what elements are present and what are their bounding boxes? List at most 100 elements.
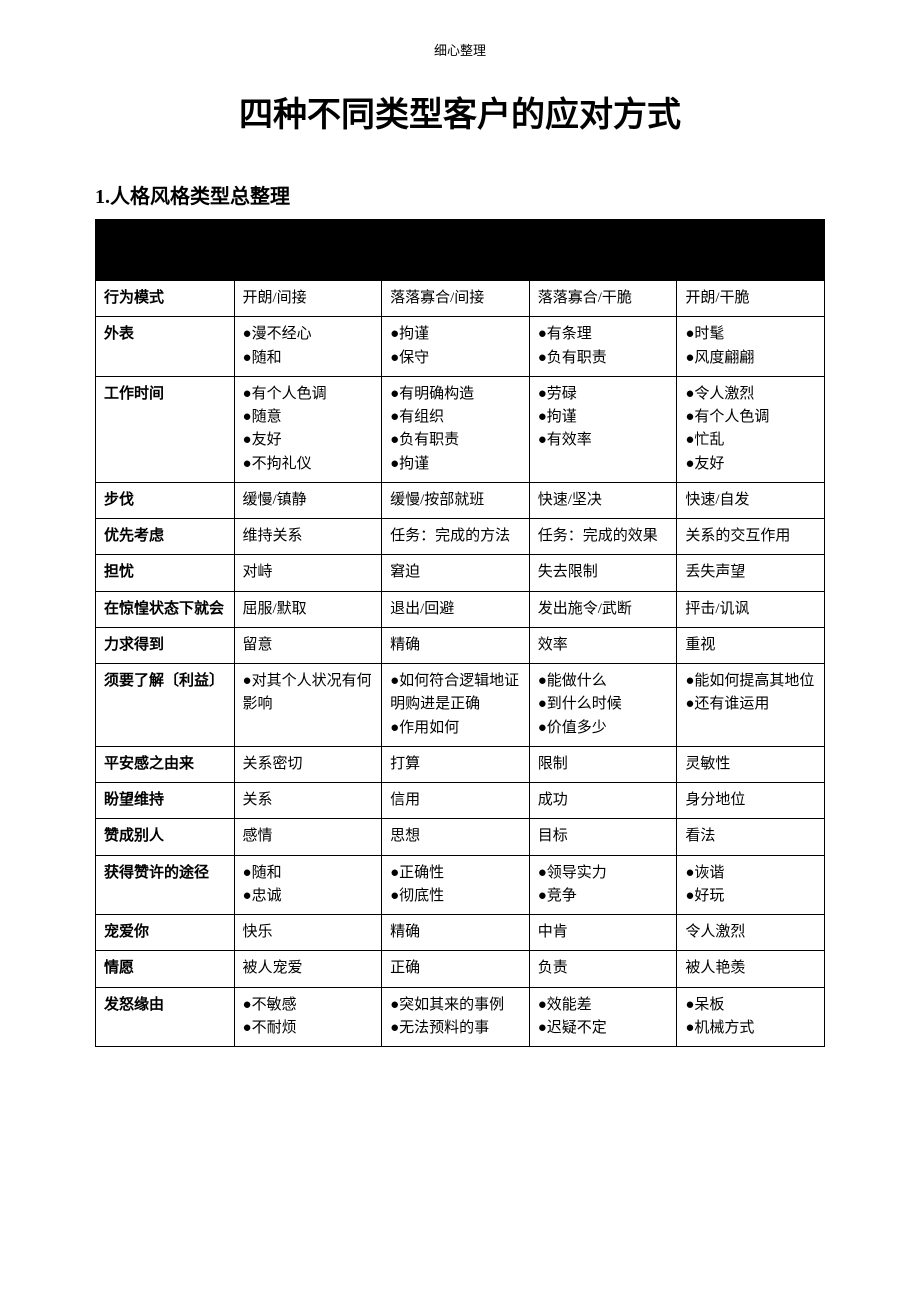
bullet-item: 还有谁运用	[685, 693, 816, 716]
table-row: 盼望维持关系信用成功身分地位	[96, 783, 825, 819]
bullet-list: 对其个人状况有何影响	[243, 670, 374, 717]
table-cell: 快速/自发	[677, 482, 825, 518]
cell-text: 感情	[243, 828, 273, 844]
table-cell: 对其个人状况有何影响	[234, 664, 382, 747]
table-cell: 效能差迟疑不定	[529, 987, 677, 1047]
table-cell: 随和忠诚	[234, 855, 382, 915]
cell-text: 重视	[685, 637, 715, 653]
table-cell: 开朗/干脆	[677, 281, 825, 317]
cell-text: 留意	[243, 637, 273, 653]
bullet-item: 领导实力	[538, 862, 669, 885]
bullet-list: 有个人色调随意友好不拘礼仪	[243, 383, 374, 476]
cell-text: 发出施令/武断	[538, 601, 632, 617]
cell-text: 维持关系	[243, 528, 303, 544]
table-row: 优先考虑维持关系任务：完成的方法任务：完成的效果关系的交互作用	[96, 519, 825, 555]
bullet-item: 拘谨	[390, 453, 521, 476]
cell-text: 限制	[538, 756, 568, 772]
table-cell: 有条理负有职责	[529, 317, 677, 377]
cell-text: 落落寡合/干脆	[538, 290, 632, 306]
bullet-item: 迟疑不定	[538, 1017, 669, 1040]
table-cell: 留意	[234, 627, 382, 663]
table-cell: 正确性彻底性	[382, 855, 530, 915]
table-cell: 不敏感不耐烦	[234, 987, 382, 1047]
table-cell: 窘迫	[382, 555, 530, 591]
row-label: 行为模式	[96, 281, 235, 317]
table-cell: 被人宠爱	[234, 951, 382, 987]
table-header-row	[96, 220, 825, 281]
table-cell: 发出施令/武断	[529, 591, 677, 627]
table-cell: 正确	[382, 951, 530, 987]
bullet-item: 忙乱	[685, 429, 816, 452]
table-cell: 领导实力竞争	[529, 855, 677, 915]
bullet-item: 拘谨	[538, 406, 669, 429]
cell-text: 信用	[390, 792, 420, 808]
table-cell: 抨击/讥讽	[677, 591, 825, 627]
table-cell: 思想	[382, 819, 530, 855]
table-cell: 身分地位	[677, 783, 825, 819]
cell-text: 负责	[538, 960, 568, 976]
table-cell: 令人激烈	[677, 915, 825, 951]
table-cell: 中肯	[529, 915, 677, 951]
document-page: 细心整理 四种不同类型客户的应对方式 1.人格风格类型总整理 行为模式开朗/间接…	[0, 0, 920, 1087]
table-cell: 退出/回避	[382, 591, 530, 627]
table-cell: 精确	[382, 627, 530, 663]
row-label: 平安感之由来	[96, 746, 235, 782]
cell-text: 任务：完成的方法	[390, 528, 510, 544]
bullet-item: 有条理	[538, 323, 669, 346]
table-row: 步伐缓慢/镇静缓慢/按部就班快速/坚决快速/自发	[96, 482, 825, 518]
row-label: 力求得到	[96, 627, 235, 663]
table-row: 情愿被人宠爱正确负责被人艳羡	[96, 951, 825, 987]
bullet-item: 友好	[243, 429, 374, 452]
bullet-item: 正确性	[390, 862, 521, 885]
bullet-item: 有效率	[538, 429, 669, 452]
bullet-item: 随和	[243, 862, 374, 885]
cell-text: 正确	[390, 960, 420, 976]
cell-text: 开朗/间接	[243, 290, 307, 306]
bullet-item: 不耐烦	[243, 1017, 374, 1040]
table-cell: 成功	[529, 783, 677, 819]
cell-text: 精确	[390, 924, 420, 940]
bullet-list: 劳碌拘谨有效率	[538, 383, 669, 453]
table-cell: 维持关系	[234, 519, 382, 555]
cell-text: 快速/自发	[685, 492, 749, 508]
bullet-list: 漫不经心随和	[243, 323, 374, 370]
table-row: 外表漫不经心随和拘谨保守有条理负有职责时髦风度翩翩	[96, 317, 825, 377]
row-label: 发怒缘由	[96, 987, 235, 1047]
cell-text: 中肯	[538, 924, 568, 940]
bullet-item: 突如其来的事例	[390, 994, 521, 1017]
table-row: 须要了解〔利益〕对其个人状况有何影响如何符合逻辑地证明购进是正确作用如何能做什么…	[96, 664, 825, 747]
cell-text: 缓慢/镇静	[243, 492, 307, 508]
table-cell: 令人激烈有个人色调忙乱友好	[677, 376, 825, 482]
cell-text: 灵敏性	[685, 756, 730, 772]
table-cell: 限制	[529, 746, 677, 782]
bullet-item: 彻底性	[390, 885, 521, 908]
bullet-list: 拘谨保守	[390, 323, 521, 370]
table-cell: 能做什么到什么时候价值多少	[529, 664, 677, 747]
cell-text: 落落寡合/间接	[390, 290, 484, 306]
cell-text: 失去限制	[538, 564, 598, 580]
personality-table: 行为模式开朗/间接 落落寡合/间接 落落寡合/干脆 开朗/干脆外表漫不经心随和拘谨保守…	[95, 219, 825, 1047]
row-label: 担忧	[96, 555, 235, 591]
cell-text: 身分地位	[685, 792, 745, 808]
header-cell	[96, 220, 235, 281]
table-cell: 负责	[529, 951, 677, 987]
bullet-list: 领导实力竞争	[538, 862, 669, 909]
bullet-item: 效能差	[538, 994, 669, 1017]
table-row: 力求得到留意精确效率重视	[96, 627, 825, 663]
bullet-item: 时髦	[685, 323, 816, 346]
table-cell: 快乐	[234, 915, 382, 951]
table-cell: 关系的交互作用	[677, 519, 825, 555]
bullet-list: 有条理负有职责	[538, 323, 669, 370]
header-cell	[529, 220, 677, 281]
cell-text: 关系的交互作用	[685, 528, 790, 544]
section-title: 1.人格风格类型总整理	[95, 180, 825, 209]
table-cell: 感情	[234, 819, 382, 855]
table-row: 行为模式开朗/间接 落落寡合/间接 落落寡合/干脆 开朗/干脆	[96, 281, 825, 317]
table-cell: 重视	[677, 627, 825, 663]
cell-text: 成功	[538, 792, 568, 808]
table-cell: 任务：完成的方法	[382, 519, 530, 555]
main-title: 四种不同类型客户的应对方式	[95, 87, 825, 136]
bullet-item: 好玩	[685, 885, 816, 908]
cell-text: 被人宠爱	[243, 960, 303, 976]
table-cell: 缓慢/镇静	[234, 482, 382, 518]
